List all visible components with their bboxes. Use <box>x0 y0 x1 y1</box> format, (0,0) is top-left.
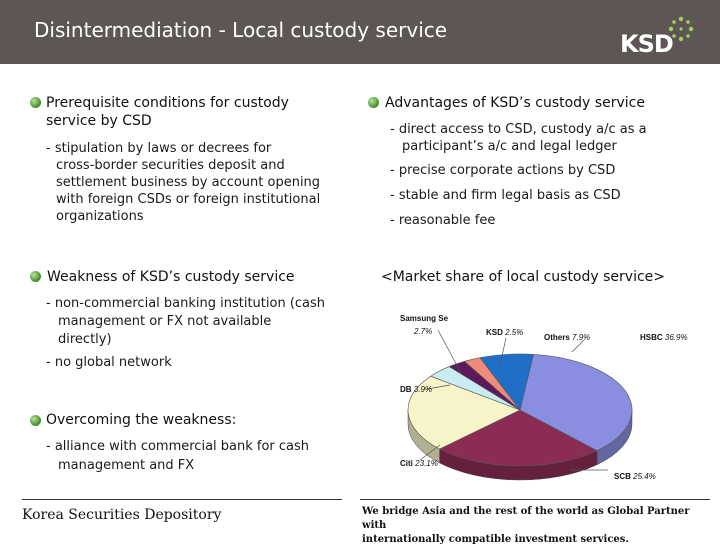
sparkle-icon <box>668 16 694 42</box>
bullet-icon <box>368 97 379 108</box>
pie-slice-samsung-se <box>448 361 521 411</box>
pie-label-db: DB 3.9% <box>400 385 433 394</box>
pie-label-scb: SCB 25.4% <box>614 472 656 481</box>
pie-label-name: Samsung Se <box>400 314 449 323</box>
overcoming-line: - alliance with commercial bank for cash <box>46 439 310 454</box>
footer-tagline-line: internationally compatible investment se… <box>362 534 629 545</box>
advantage-item: participant’s a/c and legal ledger <box>402 139 617 154</box>
bullet-icon <box>30 271 41 282</box>
pie-label-samsung: Samsung Se <box>400 314 448 323</box>
footer-tagline-line: We bridge Asia and the rest of the world… <box>362 506 690 531</box>
prerequisite-line: cross-border securities deposit and <box>56 158 285 173</box>
logo-text: KSD <box>620 30 674 58</box>
pie-slice-db <box>430 366 521 411</box>
pie-label-others: Others 7.9% <box>544 333 591 342</box>
advantage-item: - reasonable fee <box>390 213 496 228</box>
prerequisite-line: with foreign CSDs or foreign institution… <box>56 192 321 207</box>
footer-divider-right <box>360 499 710 500</box>
advantage-item: - direct access to CSD, custody a/c as a <box>390 122 647 137</box>
bullet-icon <box>30 97 41 108</box>
pie-label-ksd: KSD 2.5% <box>486 328 524 337</box>
chart-title: <Market share of local custody service> <box>381 269 665 285</box>
weakness-line: - no global network <box>46 355 172 370</box>
prerequisite-line: settlement business by account opening <box>56 175 321 190</box>
weakness-line: management or FX not available <box>58 314 272 329</box>
advantage-item: - stable and firm legal basis as CSD <box>390 188 621 203</box>
pie-slice-ksd <box>463 357 521 411</box>
pie-slice-others <box>479 353 534 411</box>
header-bar: Disintermediation - Local custody servic… <box>0 0 720 64</box>
pie-slice-side <box>439 448 598 481</box>
footer-org-name: Korea Securities Depository <box>22 507 222 523</box>
pie-slice-hsbc <box>519 354 633 452</box>
footer-divider-left <box>22 499 342 500</box>
prerequisite-heading-1: Prerequisite conditions for custody <box>46 95 289 111</box>
weakness-line: directly) <box>58 332 112 347</box>
weakness-heading: Weakness of KSD’s custody service <box>47 269 295 285</box>
pie-value-samsung: 2.7% <box>414 327 433 336</box>
pie-slice-side <box>407 409 440 464</box>
advantages-heading: Advantages of KSD’s custody service <box>385 95 645 111</box>
pie-label-hsbc: HSBC 36.9% <box>640 333 688 342</box>
footer-tagline: We bridge Asia and the rest of the world… <box>362 505 712 547</box>
bullet-icon <box>30 415 41 426</box>
pie-slice-scb <box>438 409 598 467</box>
ksd-logo: KSD <box>620 14 700 58</box>
overcoming-heading: Overcoming the weakness: <box>46 412 237 428</box>
overcoming-line: management and FX <box>58 458 195 473</box>
prerequisite-line: - stipulation by laws or decrees for <box>46 141 272 156</box>
page-title: Disintermediation - Local custody servic… <box>34 18 448 42</box>
weakness-line: - non-commercial banking institution (ca… <box>46 296 326 311</box>
prerequisite-heading-2: service by CSD <box>46 113 152 129</box>
prerequisite-line: organizations <box>56 209 144 224</box>
pie-label-citi: Citi 23.1% <box>400 459 438 468</box>
advantage-item: - precise corporate actions by CSD <box>390 163 616 178</box>
pie-slice-side <box>596 409 633 466</box>
